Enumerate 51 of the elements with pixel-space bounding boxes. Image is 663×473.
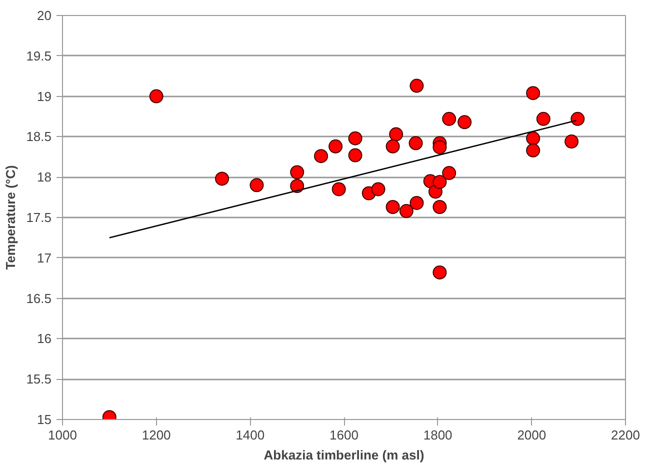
y-tick-label: 17 [37,250,52,266]
point [348,131,362,146]
point [408,136,423,150]
point [328,139,343,154]
y-tick-label: 18 [37,170,52,185]
point [458,115,472,130]
point [399,204,414,218]
point [389,127,404,142]
x-tick-label: 2000 [517,428,546,442]
y-tick-label: 16.5 [26,290,52,306]
y-tick-label: 15.5 [26,372,52,387]
y-tick-label: 19.5 [26,48,52,64]
point [149,89,164,104]
y-tick-label: 18.5 [26,129,52,144]
point [526,86,540,100]
point [386,200,400,214]
x-tick-label: 1800 [423,428,452,442]
point [314,149,328,164]
point [348,148,362,162]
point [442,112,456,126]
point [442,166,456,180]
point [432,140,447,154]
y-tick-label: 17.5 [26,210,52,225]
x-tick-label: 1600 [330,428,358,442]
point [290,165,304,180]
point [371,182,386,196]
point [332,182,346,196]
y-tick-label: 20 [37,8,52,23]
point [410,196,424,210]
x-axis-title: Abkazia timberline (m asl) [264,448,424,462]
x-tick-label: 1000 [48,428,77,442]
point [250,178,264,192]
y-tick-label: 19 [37,88,52,104]
x-tick-label: 2200 [611,428,640,442]
point [432,265,447,280]
point [386,139,400,154]
point [290,179,304,193]
point [536,112,550,126]
point [526,131,540,146]
x-tick-label: 1200 [142,428,171,442]
x-tick-label: 1400 [236,428,265,442]
y-tick-label: 15 [37,412,52,427]
y-tick-label: 16 [37,331,52,346]
point [432,174,447,189]
y-axis-title: Temperature (°C) [3,165,18,270]
point [564,134,579,149]
point [410,78,424,93]
point [526,143,540,158]
point [570,112,585,126]
point [215,172,230,186]
point [432,200,447,214]
